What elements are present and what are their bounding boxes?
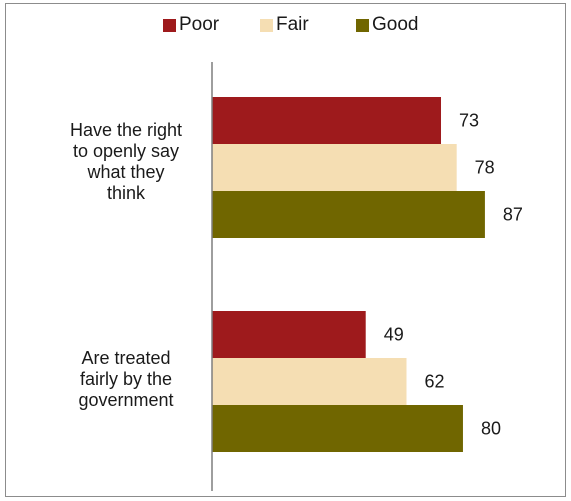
legend-item-good: Good (356, 12, 418, 38)
legend-item-poor: Poor (163, 12, 219, 38)
legend-swatch-good (356, 18, 369, 32)
legend: Poor Fair Good (0, 12, 571, 38)
legend-label-fair: Fair (276, 14, 309, 35)
value-label-good-cat1: 87 (503, 205, 523, 225)
category-label-2: Are treated fairly by the government (51, 348, 201, 411)
category-label-1: Have the right to openly say what they t… (51, 120, 201, 204)
legend-item-fair: Fair (260, 12, 309, 38)
value-label-poor-cat2: 49 (384, 325, 404, 345)
legend-swatch-fair (260, 18, 273, 32)
legend-label-poor: Poor (179, 14, 220, 35)
category-label-2-line-3: government (78, 390, 174, 410)
bar-good-cat2 (212, 405, 463, 452)
category-label-1-line-2: to openly say (72, 141, 180, 161)
legend-label-good: Good (372, 14, 419, 35)
category-label-2-line-2: fairly by the (79, 369, 173, 389)
bar-fair-cat1 (212, 144, 457, 191)
bar-poor-cat1 (212, 97, 442, 144)
category-label-1-line-3: what they (87, 162, 165, 182)
value-labels-group: 73 78 87 49 62 80 (384, 111, 523, 439)
bars-group (212, 97, 485, 452)
legend-swatch-poor (163, 18, 176, 32)
bar-fair-cat2 (212, 358, 407, 405)
category-label-2-line-1: Are treated (81, 348, 171, 368)
value-label-poor-cat1: 73 (459, 111, 479, 131)
value-label-fair-cat1: 78 (475, 158, 495, 178)
value-label-good-cat2: 80 (481, 419, 501, 439)
bar-good-cat1 (212, 191, 485, 238)
category-label-1-line-1: Have the right (69, 120, 183, 140)
value-label-fair-cat2: 62 (424, 372, 444, 392)
category-label-1-line-4: think (106, 183, 146, 203)
bar-poor-cat2 (212, 311, 366, 358)
